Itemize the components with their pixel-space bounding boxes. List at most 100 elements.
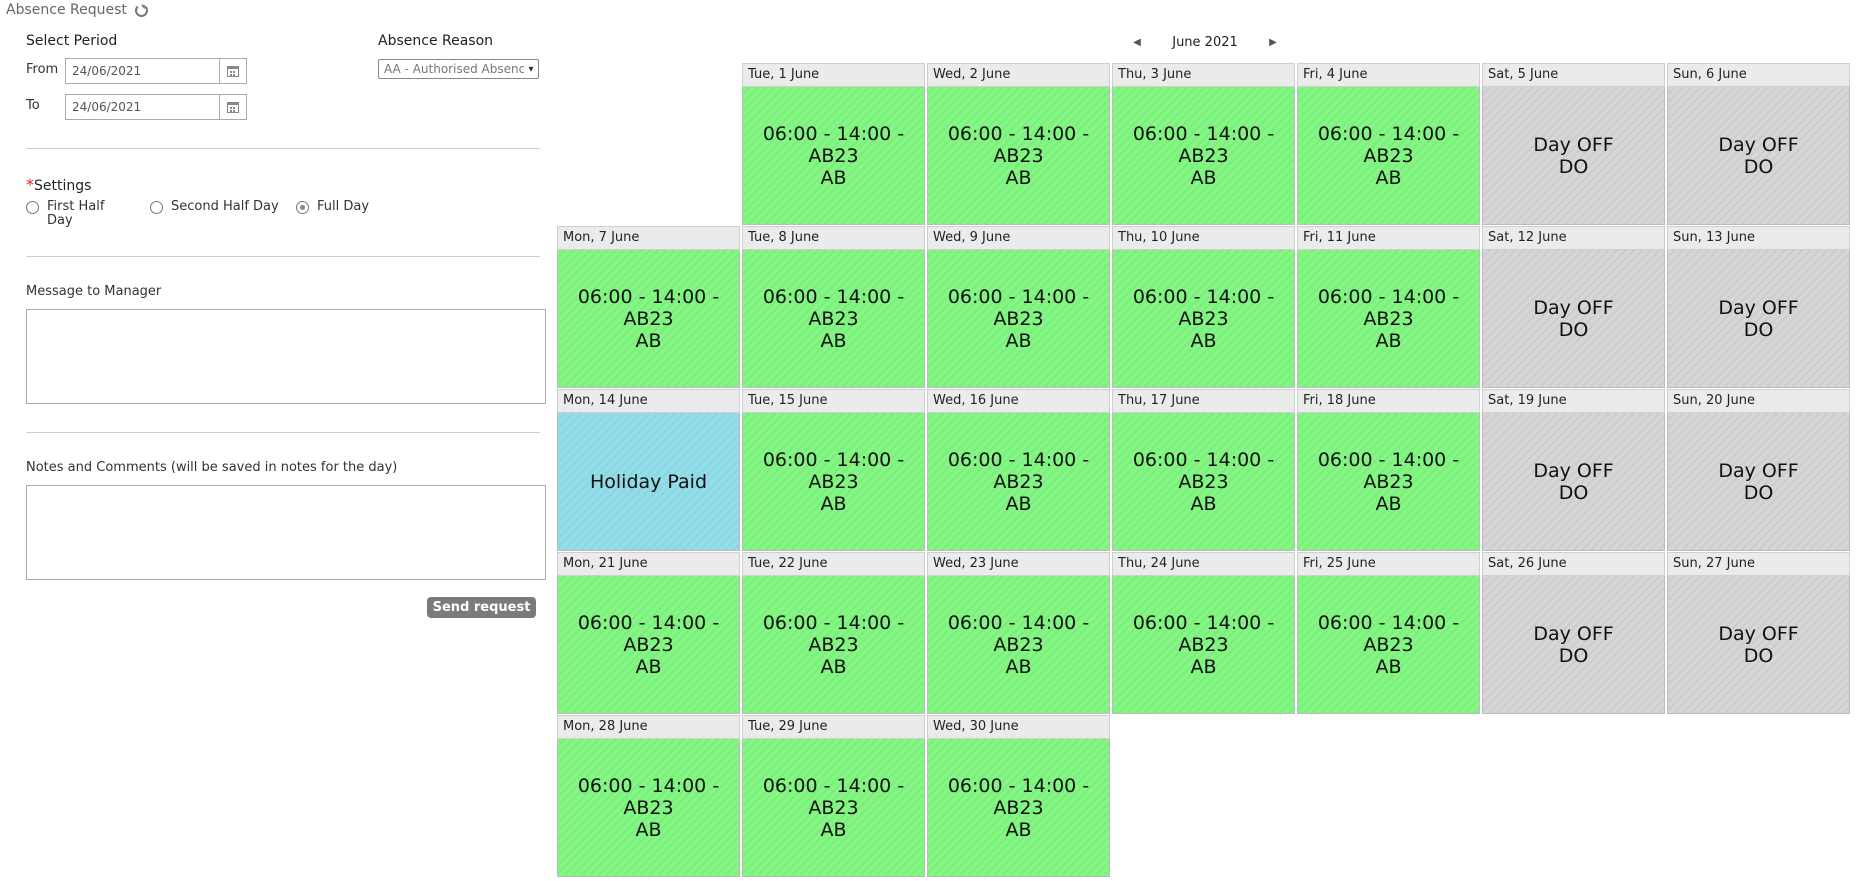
shift-line-2: AB xyxy=(635,818,662,841)
calendar-day-cell[interactable]: Mon, 7 June 06:00 - 14:00 - AB23 AB xyxy=(557,226,740,388)
shift-text: 06:00 - 14:00 - AB23 AB xyxy=(743,286,924,352)
send-request-button[interactable]: Send request xyxy=(427,597,536,618)
calendar-day-cell[interactable]: Thu, 17 June 06:00 - 14:00 - AB23 AB xyxy=(1112,389,1295,551)
shift-line-1: 06:00 - 14:00 - AB23 xyxy=(947,611,1090,656)
shift-line-2: AB xyxy=(1005,492,1032,515)
calendar-shift-block[interactable]: 06:00 - 14:00 - AB23 AB xyxy=(1297,576,1480,714)
calendar-shift-block[interactable]: 06:00 - 14:00 - AB23 AB xyxy=(742,250,925,388)
message-to-manager-textarea[interactable] xyxy=(26,309,546,404)
calendar-day-cell[interactable]: Fri, 11 June 06:00 - 14:00 - AB23 AB xyxy=(1297,226,1480,388)
calendar-shift-block[interactable]: Day OFF DO xyxy=(1482,87,1665,225)
from-date-input[interactable]: 24/06/2021 xyxy=(65,58,247,84)
from-date-value[interactable]: 24/06/2021 xyxy=(72,64,142,78)
calendar-day-cell[interactable]: Wed, 9 June 06:00 - 14:00 - AB23 AB xyxy=(927,226,1110,388)
calendar-day-cell[interactable]: Mon, 14 June Holiday Paid xyxy=(557,389,740,551)
calendar-day-cell[interactable]: Wed, 23 June 06:00 - 14:00 - AB23 AB xyxy=(927,552,1110,714)
calendar-shift-block[interactable]: Day OFF DO xyxy=(1667,413,1850,551)
calendar-shift-block[interactable]: Day OFF DO xyxy=(1482,250,1665,388)
calendar-day-cell[interactable]: Wed, 30 June 06:00 - 14:00 - AB23 AB xyxy=(927,715,1110,877)
calendar-shift-block[interactable]: 06:00 - 14:00 - AB23 AB xyxy=(557,250,740,388)
calendar-day-cell[interactable]: Sat, 26 June Day OFF DO xyxy=(1482,552,1665,714)
from-date-picker-button[interactable] xyxy=(219,59,246,83)
shift-line-2: AB xyxy=(820,166,847,189)
shift-line-1: 06:00 - 14:00 - AB23 xyxy=(762,774,905,819)
calendar-day-cell[interactable]: Sun, 13 June Day OFF DO xyxy=(1667,226,1850,388)
calendar-day-cell[interactable]: Sat, 12 June Day OFF DO xyxy=(1482,226,1665,388)
calendar-shift-block[interactable]: 06:00 - 14:00 - AB23 AB xyxy=(742,87,925,225)
shift-text: 06:00 - 14:00 - AB23 AB xyxy=(928,286,1109,352)
calendar-shift-block[interactable]: Day OFF DO xyxy=(1482,576,1665,714)
calendar-day-cell[interactable]: Fri, 4 June 06:00 - 14:00 - AB23 AB xyxy=(1297,63,1480,225)
calendar-day-cell[interactable]: Tue, 29 June 06:00 - 14:00 - AB23 AB xyxy=(742,715,925,877)
to-date-picker-button[interactable] xyxy=(219,95,246,119)
calendar-day-cell[interactable]: Sun, 27 June Day OFF DO xyxy=(1667,552,1850,714)
calendar-day-cell[interactable]: Thu, 3 June 06:00 - 14:00 - AB23 AB xyxy=(1112,63,1295,225)
radio-first-half-day[interactable]: First Half Day xyxy=(26,200,104,228)
radio-button-selected[interactable] xyxy=(296,201,309,214)
calendar-shift-block[interactable]: 06:00 - 14:00 - AB23 AB xyxy=(1112,87,1295,225)
calendar-day-header: Thu, 17 June xyxy=(1112,389,1295,413)
calendar-day-cell[interactable]: Tue, 8 June 06:00 - 14:00 - AB23 AB xyxy=(742,226,925,388)
calendar-shift-block[interactable]: 06:00 - 14:00 - AB23 AB xyxy=(1297,250,1480,388)
calendar-shift-block[interactable]: 06:00 - 14:00 - AB23 AB xyxy=(927,576,1110,714)
calendar-shift-block[interactable]: Day OFF DO xyxy=(1667,250,1850,388)
calendar-shift-block[interactable]: Day OFF DO xyxy=(1667,576,1850,714)
calendar-shift-block[interactable]: 06:00 - 14:00 - AB23 AB xyxy=(927,739,1110,877)
calendar-day-header: Thu, 3 June xyxy=(1112,63,1295,87)
calendar-day-cell[interactable]: Mon, 21 June 06:00 - 14:00 - AB23 AB xyxy=(557,552,740,714)
shift-line-2: DO xyxy=(1558,481,1589,504)
calendar-day-cell[interactable]: Wed, 2 June 06:00 - 14:00 - AB23 AB xyxy=(927,63,1110,225)
calendar-shift-block[interactable]: 06:00 - 14:00 - AB23 AB xyxy=(557,576,740,714)
calendar-day-cell[interactable]: Sat, 19 June Day OFF DO xyxy=(1482,389,1665,551)
absence-reason-value: AA - Authorised Absence xyxy=(384,62,524,76)
calendar-shift-block[interactable]: 06:00 - 14:00 - AB23 AB xyxy=(1112,250,1295,388)
calendar-day-cell[interactable]: Fri, 18 June 06:00 - 14:00 - AB23 AB xyxy=(1297,389,1480,551)
to-date-input[interactable]: 24/06/2021 xyxy=(65,94,247,120)
calendar-shift-block[interactable]: 06:00 - 14:00 - AB23 AB xyxy=(1297,87,1480,225)
from-label: From xyxy=(26,62,59,77)
calendar-day-cell[interactable]: Thu, 24 June 06:00 - 14:00 - AB23 AB xyxy=(1112,552,1295,714)
triangle-left-icon[interactable]: ◀ xyxy=(1133,36,1141,48)
radio-button[interactable] xyxy=(26,201,39,214)
shift-line-1: 06:00 - 14:00 - AB23 xyxy=(1317,285,1460,330)
calendar-day-cell[interactable]: Thu, 10 June 06:00 - 14:00 - AB23 AB xyxy=(1112,226,1295,388)
calendar-day-cell[interactable]: Tue, 15 June 06:00 - 14:00 - AB23 AB xyxy=(742,389,925,551)
absence-reason-select[interactable]: AA - Authorised Absence ▾ xyxy=(378,59,539,79)
calendar-shift-block[interactable]: Holiday Paid xyxy=(557,413,740,551)
calendar-shift-block[interactable]: 06:00 - 14:00 - AB23 AB xyxy=(1112,413,1295,551)
calendar-day-cell[interactable]: Fri, 25 June 06:00 - 14:00 - AB23 AB xyxy=(1297,552,1480,714)
calendar-day-cell[interactable]: Sat, 5 June Day OFF DO xyxy=(1482,63,1665,225)
calendar-day-cell[interactable]: Tue, 1 June 06:00 - 14:00 - AB23 AB xyxy=(742,63,925,225)
calendar-shift-block[interactable]: 06:00 - 14:00 - AB23 AB xyxy=(927,250,1110,388)
shift-line-1: 06:00 - 14:00 - AB23 xyxy=(577,285,720,330)
calendar-day-cell[interactable]: Sun, 6 June Day OFF DO xyxy=(1667,63,1850,225)
radio-button[interactable] xyxy=(150,201,163,214)
calendar-day-cell[interactable]: Wed, 16 June 06:00 - 14:00 - AB23 AB xyxy=(927,389,1110,551)
calendar-shift-block[interactable]: 06:00 - 14:00 - AB23 AB xyxy=(742,576,925,714)
calendar-shift-block[interactable]: 06:00 - 14:00 - AB23 AB xyxy=(557,739,740,877)
calendar-day-cell[interactable]: Mon, 28 June 06:00 - 14:00 - AB23 AB xyxy=(557,715,740,877)
radio-label: Full Day xyxy=(317,199,370,214)
shift-line-1: 06:00 - 14:00 - AB23 xyxy=(762,122,905,167)
to-date-value[interactable]: 24/06/2021 xyxy=(72,100,142,114)
calendar-shift-block[interactable]: 06:00 - 14:00 - AB23 AB xyxy=(1112,576,1295,714)
calendar-day-cell[interactable]: Sun, 20 June Day OFF DO xyxy=(1667,389,1850,551)
shift-text: 06:00 - 14:00 - AB23 AB xyxy=(743,612,924,678)
calendar-shift-block[interactable]: 06:00 - 14:00 - AB23 AB xyxy=(927,413,1110,551)
calendar-day-header: Sun, 27 June xyxy=(1667,552,1850,576)
calendar-shift-block[interactable]: 06:00 - 14:00 - AB23 AB xyxy=(742,739,925,877)
shift-line-1: 06:00 - 14:00 - AB23 xyxy=(762,285,905,330)
shift-text: 06:00 - 14:00 - AB23 AB xyxy=(928,449,1109,515)
calendar-shift-block[interactable]: Day OFF DO xyxy=(1667,87,1850,225)
calendar-day-cell[interactable]: Tue, 22 June 06:00 - 14:00 - AB23 AB xyxy=(742,552,925,714)
radio-full-day[interactable]: Full Day xyxy=(296,200,369,214)
refresh-icon[interactable] xyxy=(134,3,148,17)
radio-second-half-day[interactable]: Second Half Day xyxy=(150,200,279,214)
calendar-shift-block[interactable]: 06:00 - 14:00 - AB23 AB xyxy=(1297,413,1480,551)
triangle-right-icon[interactable]: ▶ xyxy=(1269,36,1277,48)
notes-textarea[interactable] xyxy=(26,485,546,580)
calendar-shift-block[interactable]: 06:00 - 14:00 - AB23 AB xyxy=(927,87,1110,225)
calendar-shift-block[interactable]: 06:00 - 14:00 - AB23 AB xyxy=(742,413,925,551)
shift-line-2: DO xyxy=(1743,481,1774,504)
calendar-shift-block[interactable]: Day OFF DO xyxy=(1482,413,1665,551)
